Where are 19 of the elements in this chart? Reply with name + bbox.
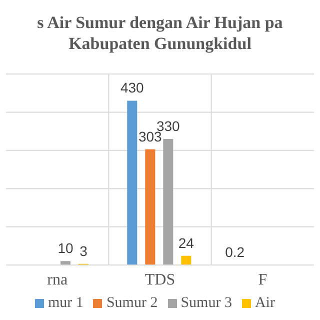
legend-label: mur 1 — [48, 295, 84, 311]
bar — [145, 149, 156, 265]
data-label: 24 — [178, 234, 194, 251]
legend-label: Sumur 3 — [180, 295, 232, 311]
data-label: 0.2 — [225, 244, 245, 260]
x-tick-label: F — [258, 271, 268, 288]
x-tick-label: rna — [47, 271, 68, 288]
legend-label: Air — [254, 295, 275, 311]
x-tick-label: TDS — [144, 271, 176, 288]
chart-subtitle: Kabupaten Gunungkidul — [68, 33, 252, 54]
data-label: 10 — [58, 240, 74, 256]
bar — [181, 256, 192, 265]
data-label: 3 — [80, 242, 88, 259]
legend-label: Sumur 2 — [106, 295, 158, 311]
bar — [163, 138, 174, 265]
bar — [127, 100, 138, 265]
data-label: 430 — [120, 80, 144, 96]
bar — [60, 261, 70, 265]
chart-title: s Air Sumur dengan Air Hujan pa — [36, 12, 284, 33]
